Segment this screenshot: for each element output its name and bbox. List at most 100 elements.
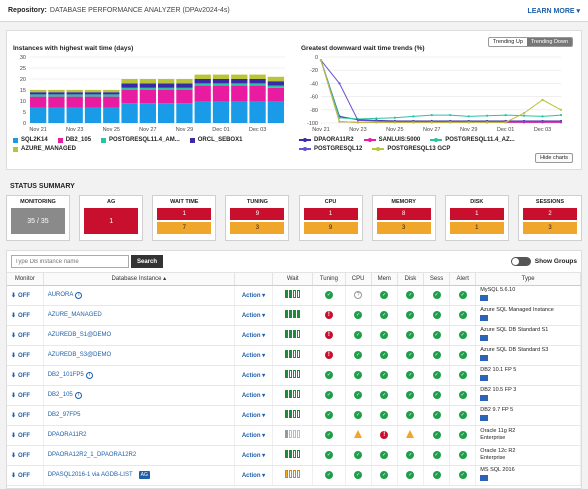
- action-menu-button[interactable]: Action ▾: [241, 432, 266, 439]
- action-menu-button[interactable]: Action ▾: [241, 352, 266, 359]
- legend-item[interactable]: AZURE_MANAGED: [13, 146, 76, 152]
- disk-cell[interactable]: ✓: [397, 345, 424, 366]
- tile-wait-time[interactable]: WAIT TIME 1 7: [152, 195, 217, 241]
- sessions-cell[interactable]: ✓: [423, 465, 451, 486]
- tile-memory[interactable]: MEMORY 8 3: [371, 195, 436, 241]
- action-menu-button[interactable]: Action ▾: [241, 372, 266, 379]
- disk-cell[interactable]: [397, 425, 424, 446]
- trending-down-option[interactable]: Trending Down: [526, 38, 572, 46]
- cpu-cell[interactable]: ✓: [345, 465, 372, 486]
- info-icon[interactable]: i: [75, 291, 83, 299]
- sessions-cell[interactable]: ✓: [423, 345, 451, 366]
- memory-cell[interactable]: ✓: [371, 465, 398, 486]
- disk-cell[interactable]: ✓: [397, 385, 424, 406]
- action-menu-button[interactable]: Action ▾: [241, 412, 266, 419]
- alert-cell[interactable]: ✓: [449, 325, 477, 346]
- memory-cell[interactable]: ✓: [371, 305, 398, 326]
- monitor-cell[interactable]: ⬇ OFF: [7, 405, 44, 426]
- alert-cell[interactable]: ✓: [449, 285, 477, 306]
- cpu-cell[interactable]: ?: [345, 285, 372, 306]
- wait-time-indicator[interactable]: [285, 410, 301, 418]
- instance-name-link[interactable]: AURORA: [47, 291, 74, 298]
- legend-item[interactable]: POSTGRESQL12: [299, 146, 362, 152]
- wait-time-indicator[interactable]: [285, 330, 301, 338]
- monitor-cell[interactable]: ⬇ OFF: [7, 345, 44, 366]
- hide-charts-button[interactable]: Hide charts: [535, 153, 573, 163]
- tuning-cell[interactable]: !: [312, 325, 346, 346]
- wait-time-indicator[interactable]: [285, 310, 301, 318]
- disk-cell[interactable]: ✓: [397, 465, 424, 486]
- legend-item[interactable]: DB2_105: [57, 137, 91, 143]
- alert-cell[interactable]: ✓: [449, 305, 477, 326]
- disk-cell[interactable]: ✓: [397, 305, 424, 326]
- monitor-cell[interactable]: ⬇ OFF: [7, 445, 44, 466]
- instance-name-link[interactable]: AZUREDB_S3@DEMO: [47, 352, 112, 358]
- memory-cell[interactable]: ✓: [371, 445, 398, 466]
- memory-cell[interactable]: ✓: [371, 285, 398, 306]
- legend-item[interactable]: POSTGRESQL11.4_AZ...: [430, 137, 515, 143]
- memory-cell[interactable]: ✓: [371, 385, 398, 406]
- legend-item[interactable]: SANLUIS:5000: [363, 137, 420, 143]
- instance-search-input[interactable]: [11, 255, 129, 268]
- cpu-cell[interactable]: [345, 425, 372, 446]
- tuning-cell[interactable]: ✓: [312, 365, 346, 386]
- tile-cpu[interactable]: CPU 1 9: [298, 195, 363, 241]
- learn-more-link[interactable]: LEARN MORE ▾: [527, 7, 580, 15]
- cpu-cell[interactable]: ✓: [345, 405, 372, 426]
- cpu-cell[interactable]: ✓: [345, 365, 372, 386]
- sessions-cell[interactable]: ✓: [423, 285, 451, 306]
- column-header[interactable]: Database Instance ▴: [43, 273, 235, 286]
- action-menu-button[interactable]: Action ▾: [241, 452, 266, 459]
- tile-disk[interactable]: DISK 1 1: [444, 195, 509, 241]
- legend-item[interactable]: POSTGRESQL11.4_AM...: [101, 137, 180, 143]
- search-button[interactable]: Search: [131, 255, 164, 268]
- sessions-cell[interactable]: ✓: [423, 325, 451, 346]
- sessions-cell[interactable]: ✓: [423, 445, 451, 466]
- sessions-cell[interactable]: ✓: [423, 365, 451, 386]
- wait-time-indicator[interactable]: [285, 450, 301, 458]
- sessions-cell[interactable]: ✓: [423, 405, 451, 426]
- tile-monitoring[interactable]: MONITORING 35 / 35: [6, 195, 70, 241]
- alert-cell[interactable]: ✓: [449, 405, 477, 426]
- instance-name-link[interactable]: DPAORA11R2: [47, 432, 87, 438]
- info-icon[interactable]: i: [85, 371, 93, 379]
- sessions-cell[interactable]: ✓: [423, 385, 451, 406]
- tuning-cell[interactable]: ✓: [312, 445, 346, 466]
- memory-cell[interactable]: ✓: [371, 405, 398, 426]
- action-menu-button[interactable]: Action ▾: [241, 292, 266, 299]
- monitor-cell[interactable]: ⬇ OFF: [7, 325, 44, 346]
- cpu-cell[interactable]: ✓: [345, 325, 372, 346]
- monitor-cell[interactable]: ⬇ OFF: [7, 305, 44, 326]
- disk-cell[interactable]: ✓: [397, 445, 424, 466]
- tile-ag[interactable]: AG 1: [79, 195, 144, 241]
- info-icon[interactable]: i: [74, 391, 82, 399]
- wait-time-indicator[interactable]: [285, 470, 301, 478]
- instance-name-link[interactable]: AZURE_MANAGED: [47, 312, 102, 318]
- sessions-cell[interactable]: ✓: [423, 425, 451, 446]
- trending-up-option[interactable]: Trending Up: [492, 39, 523, 45]
- instance-name-link[interactable]: DB2_105: [47, 391, 73, 398]
- tuning-cell[interactable]: !: [312, 345, 346, 366]
- alert-cell[interactable]: ✓: [449, 445, 477, 466]
- memory-cell[interactable]: !: [371, 425, 398, 446]
- legend-item[interactable]: DPAORA11R2: [299, 137, 354, 143]
- tuning-cell[interactable]: !: [312, 305, 346, 326]
- show-groups-toggle[interactable]: [510, 257, 531, 266]
- alert-cell[interactable]: ✓: [449, 465, 477, 486]
- sessions-cell[interactable]: ✓: [423, 305, 451, 326]
- tuning-cell[interactable]: ✓: [312, 465, 346, 486]
- monitor-cell[interactable]: ⬇ OFF: [7, 425, 44, 446]
- alert-cell[interactable]: ✓: [449, 345, 477, 366]
- alert-cell[interactable]: ✓: [449, 385, 477, 406]
- legend-item[interactable]: SQL2K14: [13, 137, 48, 143]
- tile-tuning[interactable]: TUNING 9 3: [225, 195, 290, 241]
- cpu-cell[interactable]: ✓: [345, 305, 372, 326]
- monitor-cell[interactable]: ⬇ OFF: [7, 385, 44, 406]
- memory-cell[interactable]: ✓: [371, 325, 398, 346]
- alert-cell[interactable]: ✓: [449, 365, 477, 386]
- disk-cell[interactable]: ✓: [397, 405, 424, 426]
- monitor-cell[interactable]: ⬇ OFF: [7, 285, 44, 306]
- memory-cell[interactable]: ✓: [371, 365, 398, 386]
- action-menu-button[interactable]: Action ▾: [241, 392, 266, 399]
- tuning-cell[interactable]: ✓: [312, 405, 346, 426]
